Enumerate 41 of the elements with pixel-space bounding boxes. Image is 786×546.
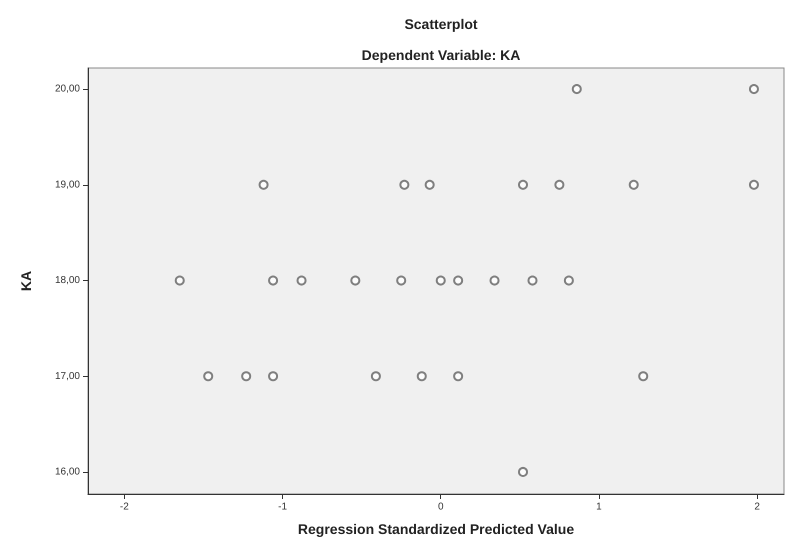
point: [350, 276, 360, 286]
point: [453, 276, 464, 286]
point: [174, 276, 185, 286]
y-tick-label: 19,00: [54, 179, 80, 190]
point: [628, 180, 639, 190]
point: [748, 180, 759, 190]
point: [416, 371, 427, 382]
point: [396, 276, 406, 286]
point: [399, 180, 410, 190]
y-tick-label: 20,00: [54, 84, 80, 95]
x-axis-title: Regression Standardized Predicted Value: [298, 521, 574, 537]
x-tick-label: 2: [754, 502, 760, 512]
point: [241, 371, 252, 382]
point: [518, 180, 528, 190]
x-tick-label: 0: [438, 502, 444, 512]
point: [518, 466, 528, 477]
point: [203, 371, 214, 382]
point: [572, 84, 582, 94]
point: [436, 276, 446, 286]
y-axis-title: KA: [18, 270, 34, 292]
point: [453, 371, 464, 382]
chart-title: Scatterplot: [404, 16, 478, 32]
point: [638, 371, 648, 382]
y-tick-label: 18,00: [54, 275, 80, 286]
x-tick-label: 1: [596, 502, 602, 512]
point: [258, 180, 269, 190]
y-tick-label: 16,00: [54, 466, 80, 478]
point: [528, 276, 538, 286]
point: [296, 276, 307, 286]
x-tick-label: -2: [120, 502, 130, 512]
x-tick-label: -1: [278, 502, 288, 512]
y-tick-label: 17,00: [54, 370, 80, 382]
point: [748, 84, 759, 94]
point: [370, 371, 381, 382]
point: [490, 276, 500, 286]
point: [424, 180, 435, 190]
chart-subtitle: Dependent Variable: KA: [362, 47, 520, 63]
point: [554, 180, 564, 190]
point: [268, 371, 278, 382]
point: [268, 276, 278, 286]
point: [564, 276, 574, 286]
